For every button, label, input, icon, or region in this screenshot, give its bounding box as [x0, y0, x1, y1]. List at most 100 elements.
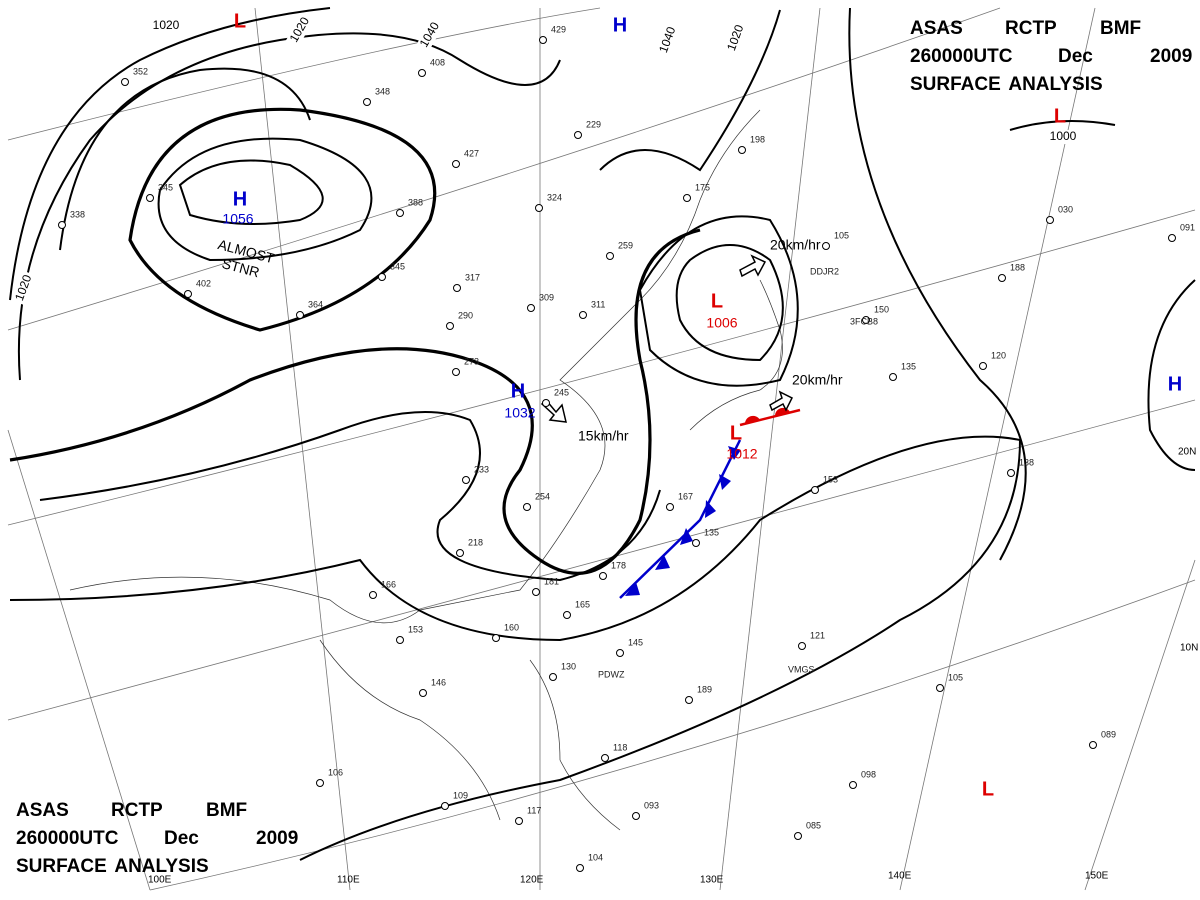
- station-pressure: 130: [561, 661, 576, 671]
- station-symbol: [535, 204, 543, 212]
- station-pressure: 118: [613, 742, 627, 752]
- pressure-center: H: [511, 380, 525, 402]
- station-symbol: [862, 316, 870, 324]
- station-pressure: 166: [381, 579, 396, 589]
- station-symbol: [666, 503, 674, 511]
- station-pressure: 273: [464, 356, 479, 366]
- station-symbol: [492, 634, 500, 642]
- station-symbol: [296, 311, 304, 319]
- station-symbol: [849, 781, 857, 789]
- station-pressure: 093: [644, 800, 659, 810]
- cold-front: [619, 439, 742, 599]
- pressure-center: H: [613, 14, 627, 36]
- station-symbol: [452, 368, 460, 376]
- station-pressure: 135: [901, 361, 916, 371]
- isobar-label-bg: [655, 22, 681, 58]
- station-symbol: [316, 779, 324, 787]
- station-pressure: 245: [554, 387, 569, 397]
- station-symbol: [979, 362, 987, 370]
- grid-label: 120E: [520, 875, 544, 886]
- station-pressure: 146: [431, 677, 446, 687]
- station-pressure: 030: [1058, 204, 1073, 214]
- grid-label: 10N: [1180, 643, 1198, 654]
- station-pressure: 105: [834, 230, 849, 240]
- station-pressure: 145: [628, 637, 643, 647]
- motion-label: 15km/hr: [578, 428, 629, 444]
- pressure-center: L: [982, 778, 994, 800]
- header-text: BMF: [1100, 18, 1141, 39]
- station-symbol: [515, 817, 523, 825]
- grid-label: 100E: [148, 875, 172, 886]
- station-symbol: [692, 539, 700, 547]
- header-text: RCTP: [111, 800, 163, 821]
- station-pressure: 153: [823, 474, 838, 484]
- grid-label: 130E: [700, 875, 724, 886]
- pressure-center: H: [1168, 373, 1182, 395]
- ship-callsign: 3FCB8: [850, 316, 878, 326]
- station-pressure: 160: [504, 622, 519, 632]
- station-symbol: [798, 642, 806, 650]
- isobar-label: 1000: [1050, 129, 1077, 143]
- station-symbol: [146, 194, 154, 202]
- station-pressure: 091: [1180, 222, 1195, 232]
- grid-label: 140E: [888, 871, 912, 882]
- station-pressure: 429: [551, 24, 566, 34]
- station-pressure: 105: [948, 672, 963, 682]
- station-symbol: [532, 588, 540, 596]
- station-pressure: 324: [547, 192, 562, 202]
- station-symbol: [462, 476, 470, 484]
- station-pressure: 198: [750, 134, 765, 144]
- station-pressure: 178: [611, 560, 626, 570]
- station-pressure: 085: [806, 820, 821, 830]
- header-text: 2009: [1150, 46, 1192, 67]
- station-symbol: [419, 689, 427, 697]
- central-pressure: 1006: [706, 315, 737, 331]
- isobar-label-bg: [285, 12, 315, 48]
- station-symbol: [738, 146, 746, 154]
- station-pressure: 229: [586, 119, 601, 129]
- header-text: 260000UTC: [16, 828, 119, 849]
- station-pressure: 290: [458, 310, 473, 320]
- header-text: 2009: [256, 828, 298, 849]
- station-pressure: 135: [704, 527, 719, 537]
- station-pressure: 338: [70, 209, 85, 219]
- station-pressure: 402: [196, 278, 211, 288]
- isobar-label: 1020: [153, 18, 180, 32]
- ship-callsign: DDJR2: [810, 266, 839, 276]
- station-symbol: [576, 864, 584, 872]
- station-symbol: [456, 549, 464, 557]
- station-symbol: [1168, 234, 1176, 242]
- header-text: RCTP: [1005, 18, 1057, 39]
- station-symbol: [446, 322, 454, 330]
- station-symbol: [418, 69, 426, 77]
- header-text: Dec: [164, 828, 199, 849]
- station-symbol: [523, 503, 531, 511]
- station-symbol: [811, 486, 819, 494]
- station-pressure: 104: [588, 852, 603, 862]
- station-symbol: [396, 209, 404, 217]
- station-pressure: 348: [375, 86, 390, 96]
- station-pressure: 117: [527, 805, 541, 815]
- station-symbol: [1007, 469, 1015, 477]
- station-symbol: [527, 304, 535, 312]
- station-pressure: 188: [1010, 262, 1025, 272]
- station-pressure: 106: [328, 767, 343, 777]
- pressure-center: H: [233, 188, 247, 210]
- station-pressure: 259: [618, 240, 633, 250]
- isobar-label-bg: [723, 20, 749, 56]
- station-symbol: [794, 832, 802, 840]
- header-text: 260000UTC: [910, 46, 1013, 67]
- station-symbol: [599, 572, 607, 580]
- isobars: [9, 7, 1196, 861]
- station-pressure: 175: [695, 182, 710, 192]
- motion-label: 20km/hr: [792, 372, 843, 388]
- isobar-label-bg: [1047, 130, 1079, 144]
- station-pressure: 388: [408, 197, 423, 207]
- station-symbol: [822, 242, 830, 250]
- header-text: SURFACE ANALYSIS: [16, 856, 209, 877]
- station-symbol: [616, 649, 624, 657]
- pressure-center: L: [711, 290, 723, 312]
- station-symbol: [889, 373, 897, 381]
